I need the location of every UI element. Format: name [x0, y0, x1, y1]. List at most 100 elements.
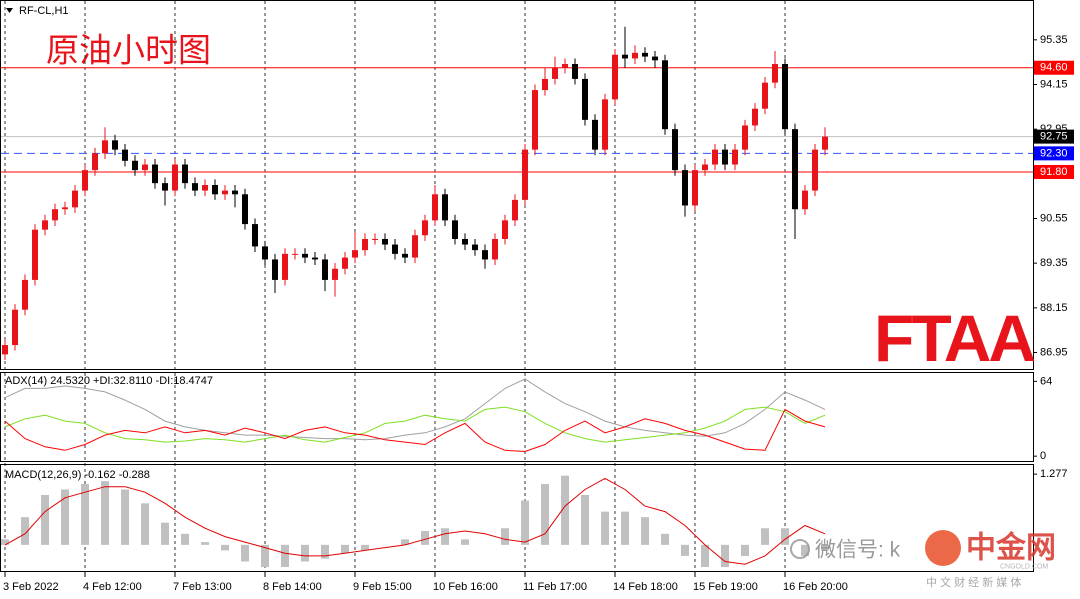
y-tick-label: 95.35: [1040, 34, 1068, 46]
candle-body: [132, 160, 138, 171]
wechat-id: 微信号: k: [815, 539, 901, 562]
level-label: 92.75: [1040, 131, 1068, 143]
candle-body: [222, 190, 228, 195]
histogram-bar: [181, 533, 189, 545]
histogram-bar: [121, 489, 129, 545]
histogram-bar: [401, 539, 409, 545]
candle-body: [532, 90, 538, 150]
chart-title: RF-CL,H1: [19, 5, 69, 17]
candle-body: [142, 164, 148, 171]
candle-body: [752, 108, 758, 126]
histogram-bar: [241, 544, 249, 562]
candle-body: [432, 194, 438, 221]
candle-body: [472, 244, 478, 251]
candle-body: [492, 238, 498, 260]
y-tick-label: 64: [1040, 375, 1052, 387]
indicator-line: [4, 378, 826, 441]
candle-body: [702, 164, 708, 171]
histogram-bar: [261, 544, 269, 568]
histogram-bar: [101, 481, 109, 545]
candle-body: [372, 238, 378, 240]
candle-body: [172, 164, 178, 191]
macd-panel: [0, 464, 1034, 572]
histogram-bar: [221, 544, 229, 551]
candle-body: [442, 194, 448, 221]
histogram-bar: [661, 533, 669, 545]
candle-body: [152, 164, 158, 184]
x-tick-label: 14 Feb 18:00: [613, 581, 678, 593]
candle-body: [402, 253, 408, 258]
candle-body: [582, 78, 588, 120]
candle-body: [822, 136, 828, 150]
histogram-bar: [21, 517, 29, 545]
x-tick-label: 10 Feb 16:00: [433, 581, 498, 593]
candle-body: [452, 220, 458, 239]
histogram-bar: [81, 483, 89, 545]
watermark: 微信号: k 中金网 CNGOLD.COM 中 文 财 经 新 媒 体: [790, 530, 1056, 589]
candle-body: [62, 207, 68, 210]
histogram-bar: [561, 475, 569, 545]
candle-body: [232, 190, 238, 195]
y-tick-label: 89.35: [1040, 257, 1068, 269]
histogram-bar: [461, 539, 469, 545]
level-label: 92.30: [1040, 147, 1068, 159]
candle-body: [382, 238, 388, 245]
candle-body: [812, 149, 818, 191]
histogram-bar: [141, 503, 149, 545]
histogram-bar: [821, 544, 829, 551]
macd-title: MACD(12,26,9) -0.162 -0.288: [5, 469, 150, 481]
candle-body: [682, 170, 688, 206]
candle-body: [592, 119, 598, 150]
candle-body: [102, 140, 108, 154]
candle-body: [542, 78, 548, 91]
candle-body: [622, 54, 628, 59]
histogram-bar: [721, 544, 729, 568]
histogram-bar: [201, 542, 209, 545]
candle-body: [722, 149, 728, 165]
candle-body: [502, 220, 508, 239]
histogram-bar: [641, 517, 649, 545]
histogram-bar: [61, 489, 69, 545]
indicator-line: [4, 406, 826, 443]
histogram-bar: [581, 495, 589, 545]
candle-body: [252, 224, 258, 247]
candle-body: [602, 99, 608, 150]
candle-body: [762, 82, 768, 109]
candle-body: [732, 149, 738, 165]
y-tick-label: 88.15: [1040, 302, 1068, 314]
candle-body: [302, 253, 308, 258]
candle-body: [562, 64, 568, 68]
candle-body: [12, 309, 18, 346]
candle-body: [772, 64, 778, 83]
histogram-bar: [441, 528, 449, 545]
x-tick-label: 8 Feb 14:00: [263, 581, 322, 593]
histogram-bar: [421, 531, 429, 545]
y-tick-label: 90.55: [1040, 213, 1068, 225]
x-tick-label: 15 Feb 19:00: [693, 581, 758, 593]
histogram-bar: [1, 539, 9, 545]
candle-body: [202, 185, 208, 191]
x-tick-label: 16 Feb 20:00: [783, 581, 848, 593]
candle-body: [392, 244, 398, 254]
candle-body: [52, 209, 58, 221]
logo: FTAA: [874, 301, 1034, 375]
candle-body: [22, 279, 28, 310]
histogram-bar: [281, 544, 289, 568]
candle-body: [282, 253, 288, 280]
candle-body: [462, 238, 468, 245]
histogram-bar: [701, 544, 709, 568]
main-panel: [0, 0, 1034, 370]
candle-body: [572, 64, 578, 79]
candle-body: [782, 64, 788, 130]
candle-body: [72, 190, 78, 208]
candle-body: [612, 54, 618, 100]
level-box: [1034, 146, 1074, 161]
candle-body: [742, 125, 748, 150]
candle-body: [632, 52, 638, 59]
y-tick-label: 86.95: [1040, 347, 1068, 359]
candle-body: [512, 199, 518, 221]
candle-body: [32, 229, 38, 280]
candle-body: [242, 194, 248, 225]
histogram-bar: [361, 544, 369, 551]
